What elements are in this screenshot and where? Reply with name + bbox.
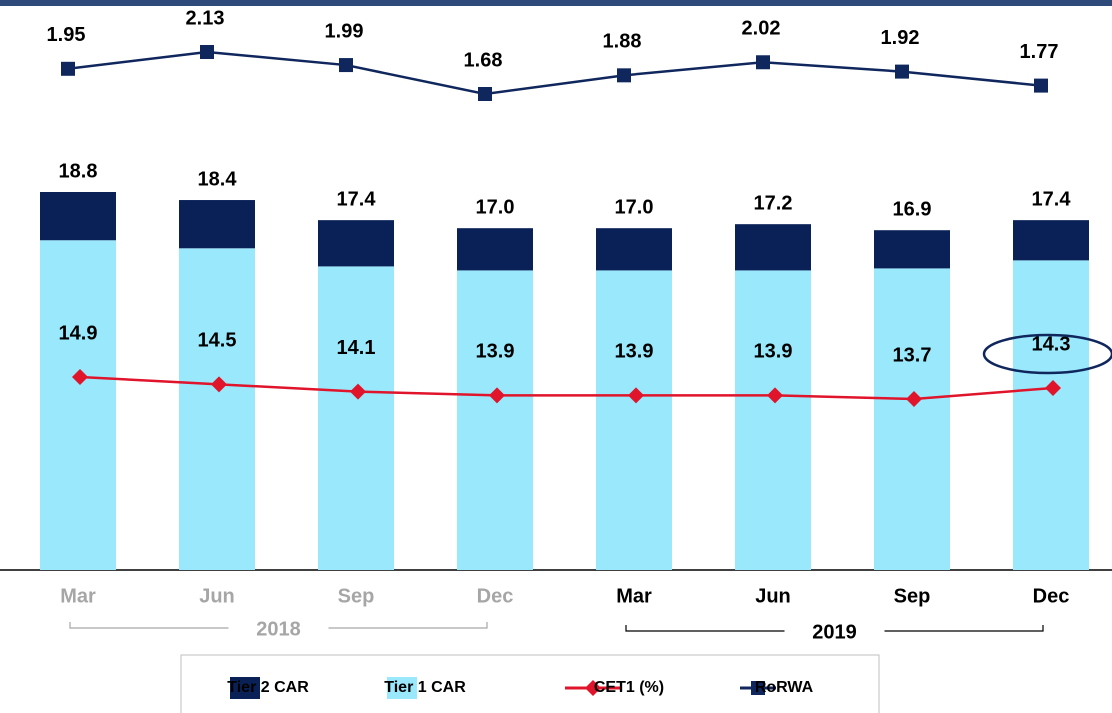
marker [200, 45, 214, 59]
total-label: 16.9 [893, 198, 932, 220]
group-bracket [69, 622, 488, 629]
bar-segment [874, 268, 950, 570]
bar-segment [1013, 260, 1089, 570]
marker [617, 68, 631, 83]
bar-segment [596, 228, 672, 271]
bar-segment [179, 248, 255, 571]
legend-label: Tier 1 CAR [384, 679, 466, 696]
marker [211, 376, 227, 393]
bar-segment [457, 228, 533, 271]
x-tick-label: Mar [616, 585, 652, 607]
x-tick-label: Jun [755, 585, 791, 607]
x-tick-label: Sep [894, 585, 931, 607]
bar-segment [318, 266, 394, 570]
marker [756, 55, 770, 70]
bar-segment [735, 270, 811, 570]
marker [906, 391, 922, 407]
data-label: 2.02 [742, 18, 781, 40]
legend-label: RoRWA [755, 679, 814, 696]
x-tick-label: Jun [199, 585, 235, 607]
marker [1045, 380, 1061, 396]
marker [489, 387, 505, 404]
data-label: 1.88 [603, 31, 642, 53]
bar-segment [318, 220, 394, 267]
marker [628, 387, 644, 404]
top-strip [0, 0, 1112, 6]
bar-segment [596, 270, 672, 570]
data-label: 13.9 [476, 341, 515, 363]
bar-segment [40, 240, 116, 571]
legend-marker [585, 680, 601, 696]
bar-segment [735, 224, 811, 271]
marker [1034, 78, 1048, 93]
data-label: 14.9 [59, 322, 98, 344]
data-label: 1.68 [464, 49, 503, 71]
marker [61, 61, 75, 76]
total-label: 17.0 [476, 196, 515, 218]
bar-segment [40, 192, 116, 241]
highlight-ellipse [982, 333, 1112, 375]
x-tick-label: Dec [1033, 585, 1070, 607]
total-label: 18.4 [198, 168, 238, 190]
x-tick-label: Sep [338, 585, 375, 607]
bar-segment [179, 200, 255, 249]
legend-label: Tier 2 CAR [227, 679, 309, 696]
data-label: 1.95 [47, 24, 86, 46]
marker [478, 87, 492, 101]
data-label: 1.77 [1020, 41, 1059, 63]
data-label: 1.92 [881, 27, 920, 49]
data-label: 2.13 [186, 7, 225, 29]
total-label: 17.2 [754, 192, 793, 214]
bar-segment [457, 270, 533, 570]
line [79, 375, 1054, 401]
marker [895, 64, 909, 79]
legend-label: CET1 (%) [594, 679, 664, 696]
legend-swatch [230, 677, 260, 699]
total-label: 17.0 [615, 196, 654, 218]
data-label: 13.9 [754, 341, 793, 363]
total-label: 18.8 [59, 160, 98, 182]
line [67, 50, 1042, 96]
x-tick-label: Dec [477, 585, 514, 607]
legend-marker [751, 681, 765, 695]
legend-swatch [387, 677, 417, 699]
marker [767, 387, 783, 404]
data-label: 14.5 [198, 330, 237, 352]
total-label: 17.4 [1032, 188, 1072, 210]
group-label: 2019 [812, 621, 857, 643]
data-label: 13.7 [893, 344, 932, 366]
marker [72, 369, 88, 385]
marker [350, 383, 366, 400]
data-label: 13.9 [615, 341, 654, 363]
marker [339, 58, 353, 73]
group-label: 2018 [256, 618, 301, 640]
group-bracket [625, 625, 1044, 632]
x-tick-label: Mar [60, 585, 96, 607]
bar-segment [1013, 220, 1089, 261]
total-label: 17.4 [337, 188, 377, 210]
data-label: 1.99 [325, 20, 364, 42]
bar-segment [874, 230, 950, 269]
data-label: 14.3 [1032, 333, 1071, 355]
data-label: 14.1 [337, 337, 376, 359]
